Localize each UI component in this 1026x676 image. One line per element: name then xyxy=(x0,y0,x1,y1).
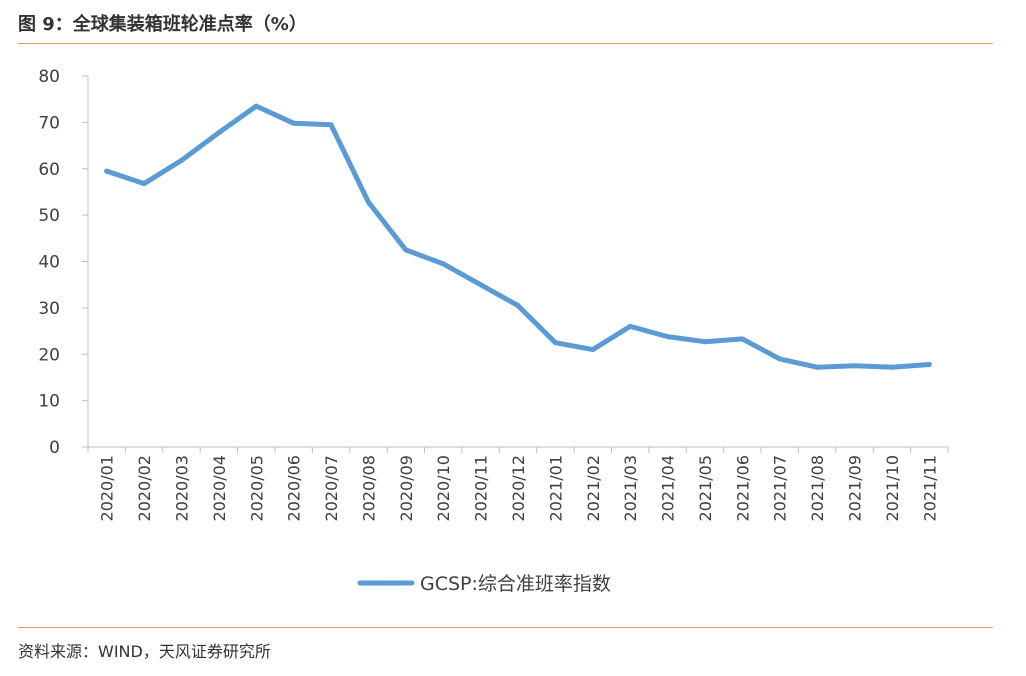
data-point xyxy=(702,339,708,345)
legend-label: GCSP:综合准班率指数 xyxy=(420,573,611,595)
x-tick-label: 2021/09 xyxy=(846,455,865,521)
x-tick-label: 2021/03 xyxy=(621,455,640,521)
x-tick-label: 2021/11 xyxy=(920,455,939,521)
y-tick-label: 70 xyxy=(38,113,60,133)
data-point xyxy=(216,130,222,136)
x-tick-label: 2020/11 xyxy=(472,455,491,521)
bottom-divider xyxy=(18,627,993,628)
x-tick-label: 2020/02 xyxy=(135,455,154,521)
x-tick-label: 2020/03 xyxy=(172,455,191,521)
data-point xyxy=(777,356,783,362)
y-axis: 0 10 20 30 40 50 60 70 80 xyxy=(38,67,89,458)
x-tick-label: 2020/06 xyxy=(285,455,304,521)
data-point xyxy=(328,122,334,128)
data-point xyxy=(104,168,110,174)
data-point xyxy=(178,157,184,163)
figure-title: 图 9：全球集装箱班轮准点率（%） xyxy=(18,14,307,35)
x-tick-label: 2021/10 xyxy=(883,455,902,521)
y-tick-label: 20 xyxy=(38,345,60,365)
y-tick-label: 30 xyxy=(38,299,60,319)
data-point xyxy=(291,120,297,126)
source-note: 资料来源：WIND，天风证券研究所 xyxy=(18,642,271,661)
y-tick-label: 80 xyxy=(38,67,60,87)
data-point xyxy=(403,247,409,253)
data-point xyxy=(253,103,259,109)
legend: GCSP:综合准班率指数 xyxy=(357,573,611,595)
y-tick-label: 40 xyxy=(38,253,60,273)
y-tick-label: 60 xyxy=(38,160,60,180)
x-tick-label: 2020/12 xyxy=(509,455,528,521)
data-point xyxy=(141,181,147,187)
x-tick-label: 2021/04 xyxy=(659,455,678,521)
data-point xyxy=(814,364,820,370)
data-point xyxy=(440,261,446,267)
data-point xyxy=(365,199,371,205)
x-tick-label: 2020/08 xyxy=(359,455,378,521)
data-point xyxy=(627,323,633,329)
x-tick-label: 2021/05 xyxy=(696,455,715,521)
x-tick-label: 2021/02 xyxy=(584,455,603,521)
data-point xyxy=(515,303,521,309)
y-tick-label: 10 xyxy=(38,392,60,412)
top-divider xyxy=(18,43,993,44)
x-tick-label: 2020/07 xyxy=(322,455,341,521)
x-tick-label: 2021/01 xyxy=(546,455,565,521)
series-layer xyxy=(104,103,932,370)
y-tick-label: 0 xyxy=(49,438,60,458)
x-tick-label: 2020/09 xyxy=(397,455,416,521)
x-axis: 2020/01 2020/02 2020/03 2020/04 2020/05 2020/… xyxy=(87,446,949,521)
data-point xyxy=(889,364,895,370)
y-tick-label: 50 xyxy=(38,206,60,226)
x-tick-label: 2020/04 xyxy=(210,455,229,521)
data-point xyxy=(552,340,558,346)
data-point xyxy=(852,363,858,369)
x-tick-label: 2021/08 xyxy=(808,455,827,521)
data-point xyxy=(478,282,484,288)
data-point xyxy=(739,336,745,342)
data-point xyxy=(926,361,932,367)
x-tick-label: 2020/10 xyxy=(434,455,453,521)
data-point xyxy=(590,347,596,353)
x-tick-label: 2021/07 xyxy=(771,455,790,521)
x-tick-label: 2020/01 xyxy=(98,455,117,521)
series-line xyxy=(104,103,932,370)
data-point xyxy=(665,334,671,340)
x-tick-label: 2020/05 xyxy=(247,455,266,521)
x-tick-label: 2021/06 xyxy=(733,455,752,521)
